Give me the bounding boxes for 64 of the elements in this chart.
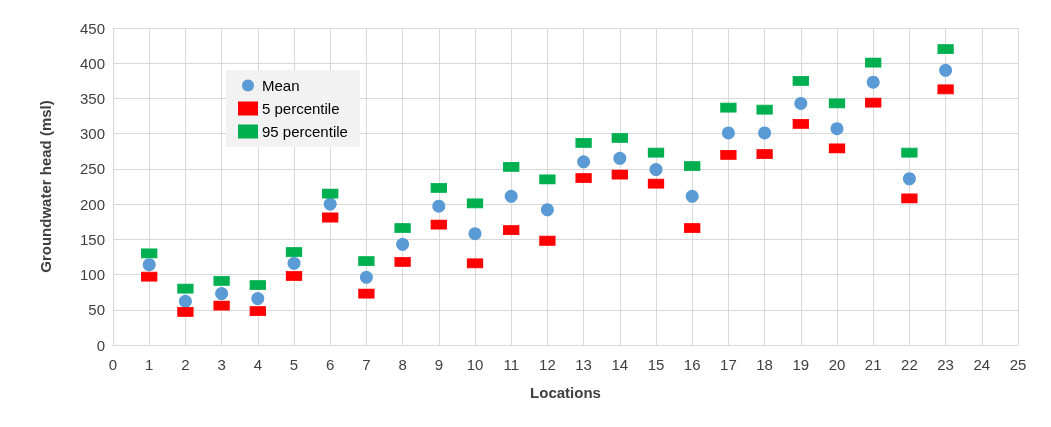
legend-label: 95 percentile [262,123,348,140]
x-tick-label: 20 [828,356,846,373]
x-tick-label: 0 [108,356,118,373]
point [721,126,735,140]
y-axis-title: Groundwater head (msl) [37,100,54,273]
y-tick-label: 100 [79,266,105,284]
x-tick-label: 12 [539,356,556,373]
point [287,256,301,270]
x-tick-label: 18 [756,356,773,373]
legend-label: 5 percentile [262,100,340,117]
point [468,227,482,241]
x-tick-label: 4 [253,356,262,373]
point [758,126,772,140]
x-tick-label: 25 [1009,356,1027,373]
point [504,189,518,203]
point [178,294,192,308]
point [613,151,627,165]
x-tick-label: 2 [181,356,190,373]
point [251,292,265,305]
point [939,63,953,77]
x-tick-label: 3 [217,356,226,373]
point [685,189,699,203]
y-tick-label: 300 [79,125,105,143]
x-tick-label: 9 [434,356,443,373]
point [577,155,591,169]
x-tick-label: 24 [973,356,991,373]
x-tick-label: 10 [466,356,484,373]
x-tick-label: 11 [503,356,519,373]
y-tick-label: 450 [79,19,105,37]
x-axis-title: Locations [530,384,601,401]
x-tick-label: 5 [289,356,299,373]
y-tick-label: 250 [79,160,105,178]
point [866,75,880,89]
x-tick-label: 19 [792,356,810,373]
x-tick-label: 13 [575,356,592,373]
legend-label: Mean [262,77,300,94]
x-tick-label: 6 [326,356,335,373]
point [830,122,844,136]
x-tick-label: 1 [145,356,154,373]
point [215,287,229,301]
x-tick-label: 17 [720,356,737,373]
y-tick-label: 150 [79,230,105,248]
point [649,163,663,177]
x-tick-label: 23 [937,356,954,373]
point [432,199,446,213]
point [794,96,808,110]
point [323,197,337,211]
x-tick-label: 22 [901,356,918,373]
x-tick-label: 21 [864,356,882,373]
x-tick-label: 16 [683,356,701,373]
point [396,237,410,251]
point [359,270,373,284]
y-tick-label: 0 [96,336,105,354]
y-tick-label: 400 [79,54,105,72]
x-tick-label: 15 [647,356,665,373]
point [540,203,554,217]
y-tick-label: 200 [79,195,105,213]
y-tick-label: 350 [79,89,105,107]
x-tick-label: 14 [611,356,629,373]
point [142,258,156,272]
point [902,172,916,186]
y-tick-label: 50 [88,301,105,319]
x-tick-label: 7 [362,356,371,373]
x-tick-label: 8 [398,356,407,373]
